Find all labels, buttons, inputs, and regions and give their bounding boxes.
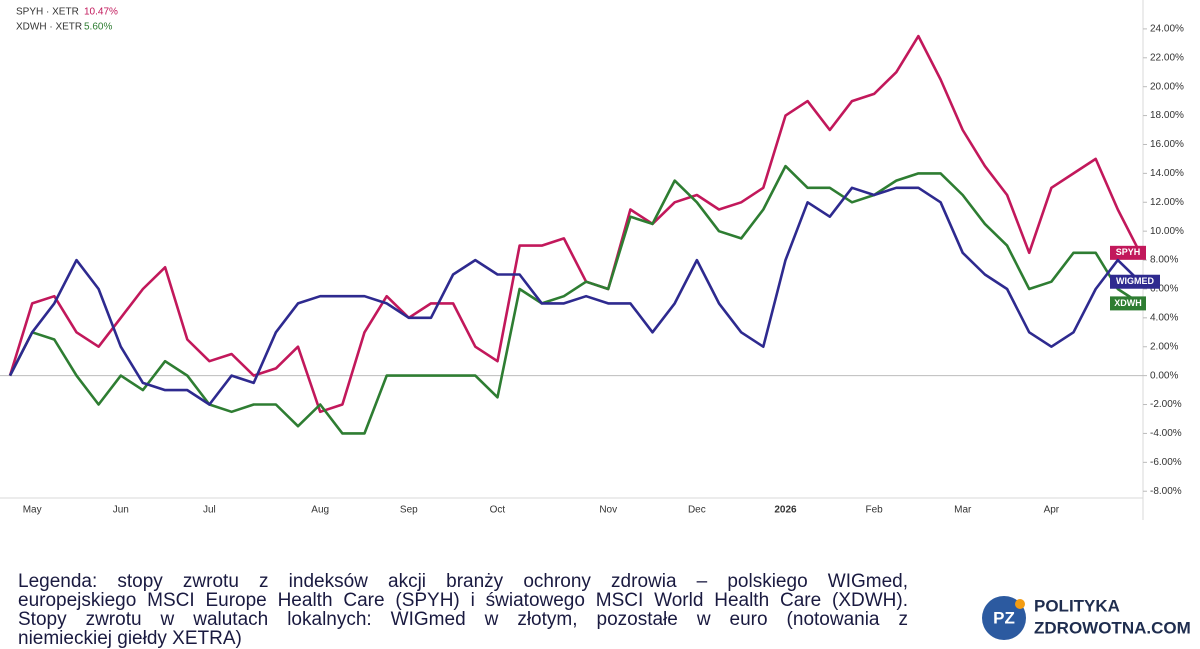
legend-label: XDWH · XETR xyxy=(16,22,82,33)
end-tag-bg xyxy=(1110,245,1146,260)
y-tick-label: 10.00% xyxy=(1150,226,1184,237)
caption-line: Legenda: stopy zwrotu z indeksów akcji b… xyxy=(18,571,908,592)
x-tick-label: Sep xyxy=(400,505,418,516)
end-tag-bg xyxy=(1110,296,1146,311)
y-tick-label: 8.00% xyxy=(1150,255,1178,266)
end-tag-label: XDWH xyxy=(1114,298,1142,308)
x-tick-label: Oct xyxy=(490,505,506,516)
x-tick-label: 2026 xyxy=(774,505,797,516)
end-tag-label: SPYH xyxy=(1116,247,1141,257)
y-tick-label: 12.00% xyxy=(1150,197,1184,208)
logo: PZ POLITYKA ZDROWOTNA.COM xyxy=(982,596,1191,640)
y-tick-label: 0.00% xyxy=(1150,370,1178,381)
x-tick-label: Jun xyxy=(113,505,129,516)
y-tick-label: 2.00% xyxy=(1150,341,1178,352)
legend-change: 10.47% xyxy=(84,7,118,18)
series-line xyxy=(8,34,1142,414)
x-tick-label: Feb xyxy=(866,505,884,516)
logo-circle xyxy=(982,596,1026,640)
x-tick-label: Aug xyxy=(311,505,329,516)
y-tick-label: 16.00% xyxy=(1150,139,1184,150)
x-tick-label: Jul xyxy=(203,505,216,516)
y-tick-label: -6.00% xyxy=(1150,457,1182,468)
x-tick-label: Apr xyxy=(1044,505,1060,516)
y-tick-label: 22.00% xyxy=(1150,52,1184,63)
end-tag-bg xyxy=(1110,274,1160,289)
y-tick-label: 24.00% xyxy=(1150,24,1184,35)
end-tag: XDWH xyxy=(1110,296,1146,311)
legend-change: 5.60% xyxy=(84,22,112,33)
series-line xyxy=(8,164,1141,435)
x-tick-label: Mar xyxy=(954,505,972,516)
logo-mark: PZ xyxy=(993,608,1015,627)
y-tick-label: 20.00% xyxy=(1150,81,1184,92)
y-tick-label: 4.00% xyxy=(1150,312,1178,323)
end-tag: SPYH xyxy=(1110,245,1146,260)
x-tick-label: Nov xyxy=(599,505,617,516)
y-tick-label: 6.00% xyxy=(1150,284,1178,295)
caption-line: Stopy zwrotu w walutach lokalnych: WIGme… xyxy=(18,609,908,630)
series-line xyxy=(8,186,1141,406)
y-tick-label: 18.00% xyxy=(1150,110,1184,121)
logo-dot xyxy=(1015,599,1025,609)
chart: -8.00% -6.00% -4.00% -2.00% 0.00% 2.00% 4.00% 6… xyxy=(0,0,1200,525)
caption-line: europejskiego MSCI Europe Health Care (S… xyxy=(18,590,908,611)
x-tick-label: Dec xyxy=(688,505,706,516)
caption: Legenda: stopy zwrotu z indeksów akcji b… xyxy=(18,572,908,648)
y-tick-label: -4.00% xyxy=(1150,428,1182,439)
legend-label: SPYH · XETR xyxy=(16,7,79,18)
end-tag: WIGMED xyxy=(1110,274,1160,289)
end-tag-label: WIGMED xyxy=(1116,276,1154,286)
logo-line2: ZDROWOTNA.COM xyxy=(1034,618,1191,637)
y-tick-label: 14.00% xyxy=(1150,168,1184,179)
y-tick-label: -8.00% xyxy=(1150,486,1182,497)
y-tick-label: -2.00% xyxy=(1150,399,1182,410)
logo-line1: POLITYKA xyxy=(1034,596,1120,615)
chart-bg xyxy=(0,0,1200,525)
x-tick-label: May xyxy=(23,505,42,516)
caption-line: niemieckiej giełdy XETRA) xyxy=(18,628,242,649)
